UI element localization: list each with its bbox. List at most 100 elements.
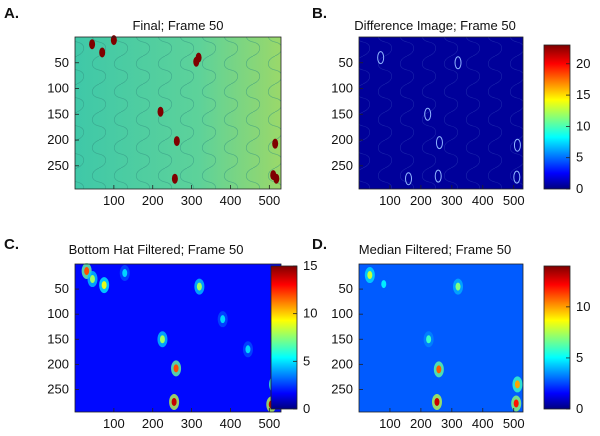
hotspot	[455, 282, 461, 291]
y-tick-label: 150	[47, 331, 69, 346]
hotspot	[381, 280, 387, 289]
hotspot	[513, 170, 521, 184]
hotspot	[89, 275, 95, 284]
panel-a-title: Final; Frame 50	[132, 18, 223, 33]
y-tick-label: 100	[47, 81, 69, 96]
x-tick-label: 200	[410, 193, 432, 208]
hotspot	[434, 397, 440, 406]
colorbar-tick-label: 15	[303, 258, 317, 273]
colorbar-tick-label: 10	[303, 306, 317, 321]
heatmap-a-texture	[75, 37, 281, 189]
colorbar-tick-label: 0	[576, 401, 583, 416]
hotspot	[110, 35, 117, 46]
colorbar-tick-label: 5	[576, 150, 583, 165]
y-tick-label: 100	[331, 306, 353, 321]
y-tick-label: 200	[331, 356, 353, 371]
colorbar-tick-label: 10	[576, 118, 590, 133]
axes-a-frame	[74, 36, 282, 190]
y-tick-label: 50	[55, 281, 69, 296]
hotspot	[245, 345, 251, 354]
panel-b-title: Difference Image; Frame 50	[354, 18, 516, 33]
panel-d: 100 200 300 400 500 50 100 150 200 250 0 5 10	[331, 263, 590, 431]
colorbar-tick-label: 20	[576, 56, 590, 71]
y-tick-label: 150	[331, 106, 353, 121]
hotspot	[122, 269, 128, 278]
hotspot	[377, 51, 385, 65]
hotspot	[513, 138, 521, 152]
heatmap-c-background	[75, 264, 281, 412]
y-tick-label: 250	[47, 381, 69, 396]
x-tick-label: 300	[441, 416, 463, 431]
hotspot	[99, 47, 106, 58]
hotspot	[513, 399, 519, 408]
hotspot	[273, 173, 280, 184]
y-tick-label: 250	[331, 381, 353, 396]
hotspot	[220, 315, 226, 324]
hotspot	[157, 106, 164, 117]
panel-a: 100 200 300 400 500 50 100 150 200 250	[47, 35, 282, 208]
hotspot	[424, 107, 432, 121]
y-tick-label: 150	[331, 331, 353, 346]
colorbar-tick-label: 5	[576, 350, 583, 365]
colorbar-tick-label: 5	[303, 353, 310, 368]
panel-a-letter: A.	[4, 5, 19, 22]
x-tick-label: 300	[181, 193, 203, 208]
hotspot	[367, 271, 373, 280]
hotspot	[89, 39, 96, 50]
colorbar-tick-label: 10	[576, 299, 590, 314]
panel-d-title: Median Filtered; Frame 50	[359, 242, 511, 257]
hotspot	[101, 281, 107, 290]
hotspot	[426, 335, 432, 344]
hotspot	[159, 335, 165, 344]
x-tick-label: 500	[258, 416, 280, 431]
y-tick-label: 200	[331, 132, 353, 147]
hotspot	[196, 282, 202, 291]
hotspot	[405, 172, 413, 186]
colorbar-tick-label: 15	[576, 87, 590, 102]
x-tick-label: 200	[410, 416, 432, 431]
panel-c: 100 200 300 400 500 50 100 150 200 250 0 5 10 15	[47, 258, 317, 431]
hotspot	[272, 138, 279, 149]
axes-d-frame	[358, 263, 524, 413]
hotspot	[171, 397, 177, 406]
y-tick-label: 50	[339, 55, 353, 70]
x-tick-label: 400	[472, 416, 494, 431]
x-tick-label: 100	[379, 416, 401, 431]
hotspot	[436, 365, 442, 374]
y-tick-label: 100	[331, 81, 353, 96]
x-tick-label: 100	[103, 416, 125, 431]
y-tick-label: 250	[331, 158, 353, 173]
hotspot	[434, 169, 442, 183]
colorbar-tick-label: 0	[576, 181, 583, 196]
colorbar-tick-label: 0	[303, 401, 310, 416]
x-tick-label: 500	[503, 193, 525, 208]
hotspot	[435, 136, 443, 150]
x-tick-label: 300	[181, 416, 203, 431]
hotspot	[454, 56, 462, 70]
x-tick-label: 500	[258, 193, 280, 208]
y-tick-label: 100	[47, 306, 69, 321]
hotspot	[173, 364, 179, 373]
y-tick-label: 200	[47, 356, 69, 371]
hotspot	[173, 136, 180, 147]
x-tick-label: 200	[142, 416, 164, 431]
colorbar-c	[270, 265, 298, 410]
hotspot	[193, 56, 200, 67]
hotspot	[84, 267, 90, 276]
y-tick-label: 200	[47, 132, 69, 147]
y-tick-label: 50	[339, 281, 353, 296]
panel-d-letter: D.	[312, 236, 327, 253]
panel-b: 100 200 300 400 500 50 100 150 200 250 0 5 10 15 20	[331, 36, 590, 208]
x-tick-label: 200	[142, 193, 164, 208]
heatmap-b-texture	[359, 37, 523, 189]
colorbar-d	[543, 265, 571, 410]
x-tick-label: 400	[220, 193, 242, 208]
y-tick-label: 150	[47, 106, 69, 121]
hotspot	[514, 380, 520, 389]
x-tick-label: 100	[103, 193, 125, 208]
axes-b-frame	[358, 36, 524, 190]
y-tick-label: 50	[55, 55, 69, 70]
panel-c-title: Bottom Hat Filtered; Frame 50	[69, 242, 244, 257]
hotspot	[171, 173, 178, 184]
